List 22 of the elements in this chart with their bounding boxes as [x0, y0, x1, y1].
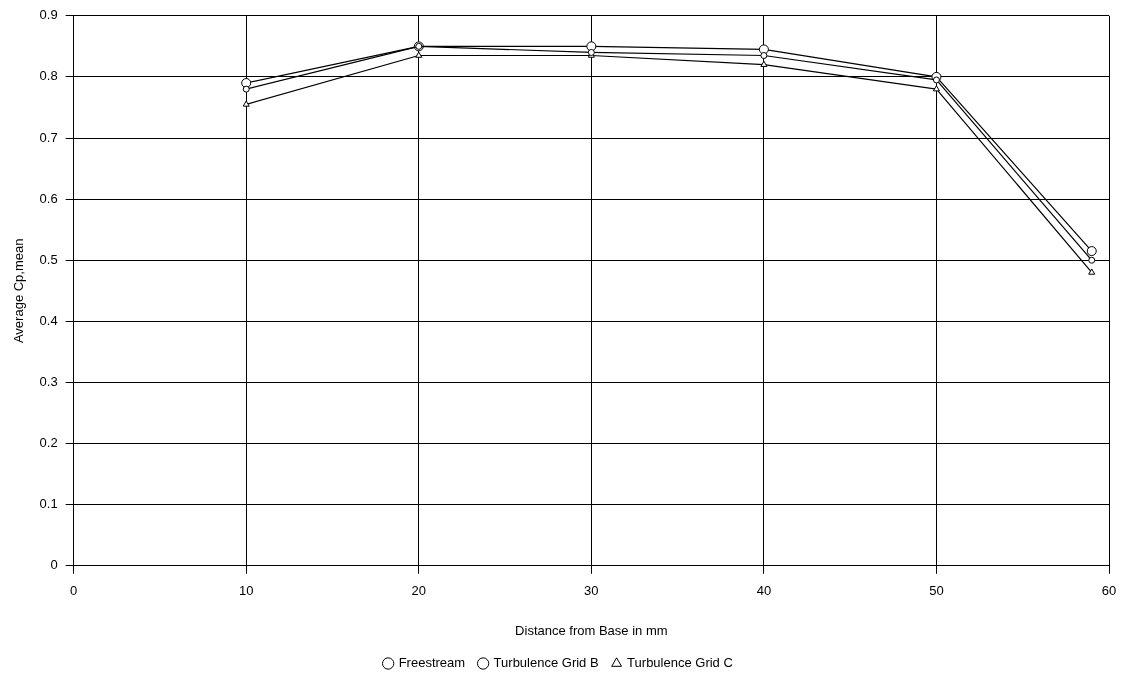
y-axis-title: Average Cp,mean: [11, 238, 27, 344]
x-tick-label: 0: [70, 583, 78, 599]
y-tick-label: 0: [50, 557, 58, 573]
x-tick-label: 40: [756, 583, 772, 599]
legend-label: Turbulence Grid C: [627, 655, 733, 671]
y-tick-label: 0.8: [39, 68, 58, 84]
y-tick-label: 0.4: [39, 312, 58, 328]
y-tick-label: 0.7: [39, 129, 58, 145]
legend-label: Turbulence Grid B: [493, 655, 599, 671]
x-tick-label: 50: [929, 583, 944, 599]
y-tick-label: 0.6: [39, 190, 58, 206]
legend-label: Freestream: [398, 655, 466, 671]
y-tick-label: 0.2: [39, 435, 58, 451]
y-tick-label: 0.1: [39, 496, 58, 512]
y-tick-label: 0.3: [39, 374, 58, 390]
y-tick-label: 0.9: [39, 7, 58, 23]
x-tick-label: 60: [1101, 583, 1117, 599]
y-tick-label: 0.5: [39, 251, 58, 267]
x-tick-label: 20: [411, 583, 427, 599]
x-tick-label: 30: [584, 583, 599, 599]
x-tick-label: 10: [238, 583, 254, 599]
x-axis-title: Distance from Base in mm: [515, 622, 668, 638]
